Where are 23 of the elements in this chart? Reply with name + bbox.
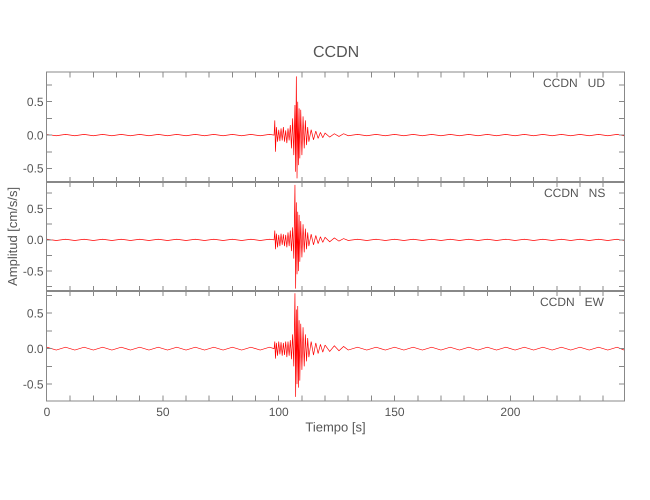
chart-title: CCDN [313, 44, 360, 61]
y-axis-title: Amplitud [cm/s/s] [4, 186, 20, 286]
y-tick-label: -0.5 [22, 377, 44, 392]
line-series [47, 184, 624, 289]
y-tick-label: 0.0 [26, 342, 44, 356]
x-tick-label: 100 [268, 404, 290, 419]
annotation: CCDN EW [540, 295, 605, 309]
x-tick-label: 0 [44, 404, 51, 419]
y-tick-label: 0.0 [26, 233, 44, 248]
line-series [47, 292, 624, 398]
y-tick-label: 0.5 [26, 202, 44, 216]
annotation: CCDN UD [543, 76, 606, 90]
y-tick-label: -0.5 [22, 264, 44, 278]
x-tick-label: 200 [500, 404, 521, 419]
y-tick-label: 0.0 [26, 128, 44, 142]
y-tick-label: 0.5 [26, 306, 44, 320]
y-tick-label: 0.5 [26, 94, 44, 109]
x-tick-label: 50 [156, 404, 170, 419]
annotation: CCDN NS [544, 186, 606, 200]
line-series [47, 76, 624, 179]
x-axis-title: Tiempo [s] [305, 419, 366, 434]
x-tick-label: 150 [384, 404, 405, 419]
y-tick-label: -0.5 [22, 162, 44, 176]
